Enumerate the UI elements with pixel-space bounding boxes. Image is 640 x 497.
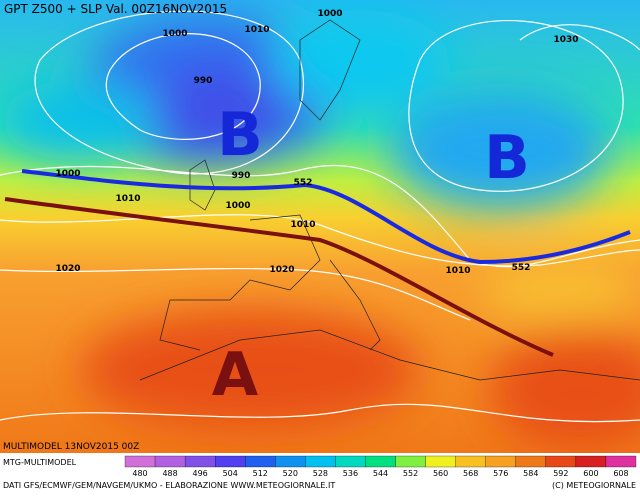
pressure-center: B [484,123,530,193]
colorbar-swatch [395,455,426,468]
colorbar-label: 600 [583,469,598,478]
colorbar-label: 592 [553,469,568,478]
isobar-label: 552 [512,263,531,273]
isobar-label: 1010 [445,266,470,276]
isobar-label: 1000 [162,29,187,39]
isobar-label: 990 [194,76,213,86]
colorbar-swatch [365,455,396,468]
contours [0,10,640,423]
colorbar-label: 576 [493,469,508,478]
isobar-label: 1000 [317,9,342,19]
copyright: (C) METEOGIORNALE [552,481,636,490]
colorbar-label: 568 [463,469,478,478]
source-info: DATI GFS/ECMWF/GEM/NAVGEM/UKMO - ELABORA… [3,481,335,490]
colorbar-swatch [184,455,216,468]
pressure-center: B [217,100,263,170]
coastlines [139,19,640,381]
colorbar-swatch [275,455,306,468]
run-info: MULTIMODEL 13NOV2015 00Z [3,442,139,452]
colorbar-label: 552 [403,469,418,478]
isobar-label: 1000 [225,201,250,211]
colorbar-label: 544 [373,469,388,478]
colorbar-swatch [575,455,607,468]
map-field [0,0,640,453]
colorbar-label: 496 [193,469,208,478]
colorbar-label: 480 [132,469,147,478]
colorbar-swatch [335,455,366,468]
colorbar-label: 608 [613,469,628,478]
colorbar-label: 560 [433,469,448,478]
colorbar-label: 520 [283,469,298,478]
colorbar-swatch [425,455,456,468]
isobar-label: 1020 [55,264,80,274]
isobar-label: 1000 [55,169,80,179]
colorbar-swatch [305,455,336,468]
map-title: GPT Z500 + SLP Val. 00Z16NOV2015 [4,2,227,16]
colorbar-swatch [485,455,516,468]
ridge-axis [4,197,554,357]
colorbar-swatch [545,455,577,468]
colorbar-swatch [124,455,156,468]
colorbar-label: 536 [343,469,358,478]
isobar-label: 1030 [553,35,578,45]
colorbar-swatch [605,455,637,468]
trough-axis [21,169,631,265]
pressure-center: A [212,340,259,410]
isobar-label: 1010 [115,194,140,204]
colorbar-label: 488 [162,469,177,478]
colorbar-swatch [154,455,186,468]
isobar-label: 990 [232,171,251,181]
isobar-label: 1010 [290,220,315,230]
colorbar-swatch [245,455,276,468]
colorbar-label: 584 [523,469,538,478]
colorbar-label: 528 [313,469,328,478]
isobar-label: 1010 [244,25,269,35]
colorbar-label: 512 [253,469,268,478]
colorbar-swatch [215,455,246,468]
model-info: MTG-MULTIMODEL [3,458,77,467]
isobar-label: 552 [294,178,313,188]
colorbar-label: 504 [223,469,238,478]
colorbar-swatch [515,455,546,468]
isobar-label: 1020 [269,265,294,275]
colorbar-swatch [455,455,486,468]
